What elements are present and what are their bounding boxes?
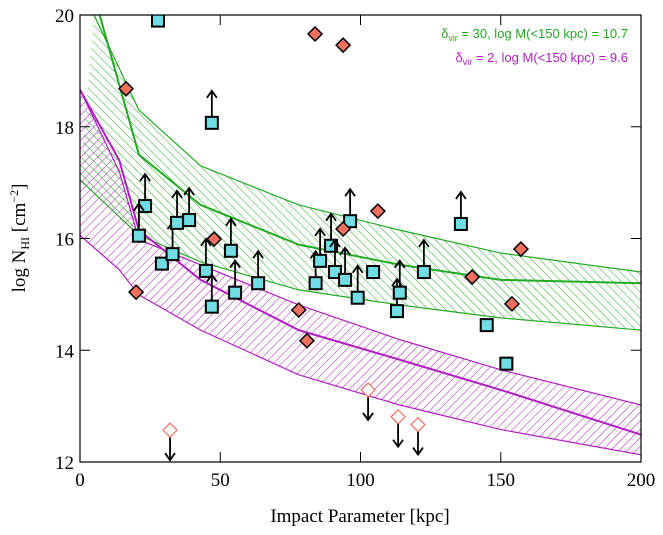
diamond-point [162, 422, 178, 438]
square-point [313, 253, 328, 268]
square-point [165, 247, 180, 262]
x-tick-label: 0 [75, 470, 85, 491]
square-point [499, 356, 514, 371]
diamond-point [335, 37, 352, 54]
limit-arrow [455, 190, 467, 218]
annotation: δvir = 30, log M(<150 kpc) = 10.7 [441, 26, 628, 43]
y-tick-label: 18 [55, 118, 74, 139]
limit-arrow [133, 202, 145, 230]
y-tick-label: 20 [55, 6, 74, 27]
square-point [479, 318, 494, 333]
limit-arrow [314, 227, 326, 255]
limit-arrow [418, 238, 430, 267]
diamond-point [390, 408, 406, 425]
square-point [150, 15, 165, 28]
limit-arrow [183, 186, 195, 215]
band-upper [93, 15, 641, 273]
square-point [416, 265, 431, 280]
limit-arrow [412, 428, 424, 457]
diamond-point [464, 268, 481, 286]
limit-arrow [200, 237, 212, 265]
square-point [170, 215, 185, 230]
plot-area [80, 15, 641, 462]
diamond-point [290, 301, 307, 319]
diamond-point [335, 220, 352, 238]
limit-arrow [229, 259, 241, 287]
diamond-point [410, 416, 426, 433]
square-point [154, 256, 169, 271]
limit-arrow [252, 249, 264, 278]
model-band [80, 15, 641, 331]
square-point [182, 213, 197, 228]
band-upper [80, 89, 641, 406]
diamond-point [512, 241, 530, 258]
diamond-point [369, 203, 386, 220]
limit-arrow [164, 434, 176, 462]
annotation-part: vir [448, 33, 458, 43]
diamond-point [306, 25, 324, 43]
y-axis-label: log NHI [cm−2] [7, 184, 32, 293]
ylabel-sub: HI [18, 237, 32, 250]
square-point [204, 115, 219, 130]
square-point [453, 216, 468, 231]
annotation-part: δ [441, 26, 448, 41]
square-point [308, 276, 323, 291]
annotation-part: = 30, log M(<150 kpc) = 10.7 [458, 26, 628, 41]
square-point [392, 285, 407, 300]
limit-arrow [206, 89, 218, 117]
y-tick-label: 12 [55, 453, 74, 474]
square-point [338, 272, 353, 287]
limit-arrow [344, 187, 356, 216]
square-point [223, 243, 238, 258]
diamond-point [128, 284, 145, 301]
ylabel-part: [cm [9, 202, 30, 237]
y-tick-label: 14 [55, 341, 75, 362]
limit-arrow [392, 420, 404, 449]
square-point [251, 276, 266, 291]
band-center [98, 15, 641, 285]
limit-arrow [206, 273, 218, 301]
ylabel-part: log N [9, 249, 30, 292]
diamond-point [503, 295, 521, 312]
square-point [366, 265, 381, 280]
square-point [204, 299, 219, 314]
diamond-point [117, 80, 135, 97]
square-point [198, 263, 213, 278]
x-tick-label: 200 [627, 470, 656, 491]
limit-arrow [139, 172, 151, 201]
limit-arrow [339, 246, 351, 274]
x-axis-label: Impact Parameter [kpc] [270, 506, 449, 527]
x-tick-label: 50 [211, 470, 230, 491]
square-point [228, 285, 243, 300]
band-lower [80, 234, 641, 456]
limit-arrow [225, 217, 237, 245]
y-tick-label: 16 [55, 230, 74, 251]
limit-arrow [329, 238, 341, 267]
square-point [327, 265, 342, 280]
square-point [343, 214, 358, 229]
ylabel-part: ] [9, 184, 30, 190]
ylabel-sup: −2 [7, 190, 21, 203]
limit-arrow [325, 212, 337, 240]
annotation: δvir = 2, log M(<150 kpc) = 9.6 [456, 50, 628, 67]
x-tick-label: 100 [346, 470, 375, 491]
band-center [80, 89, 641, 436]
annotation-part: δ [456, 50, 463, 65]
annotation-part: vir [463, 57, 473, 67]
limit-arrow [171, 189, 183, 217]
limit-arrow [362, 393, 374, 422]
diamond-point [360, 382, 376, 398]
diamond-point [298, 332, 315, 349]
annotation-part: = 2, log M(<150 kpc) = 9.6 [472, 50, 628, 65]
limit-arrow [394, 259, 406, 287]
x-tick-label: 150 [487, 470, 516, 491]
square-point [350, 290, 365, 305]
square-point [389, 304, 404, 319]
square-point [131, 228, 146, 243]
diamond-point [206, 230, 223, 248]
limit-arrow [351, 264, 364, 292]
